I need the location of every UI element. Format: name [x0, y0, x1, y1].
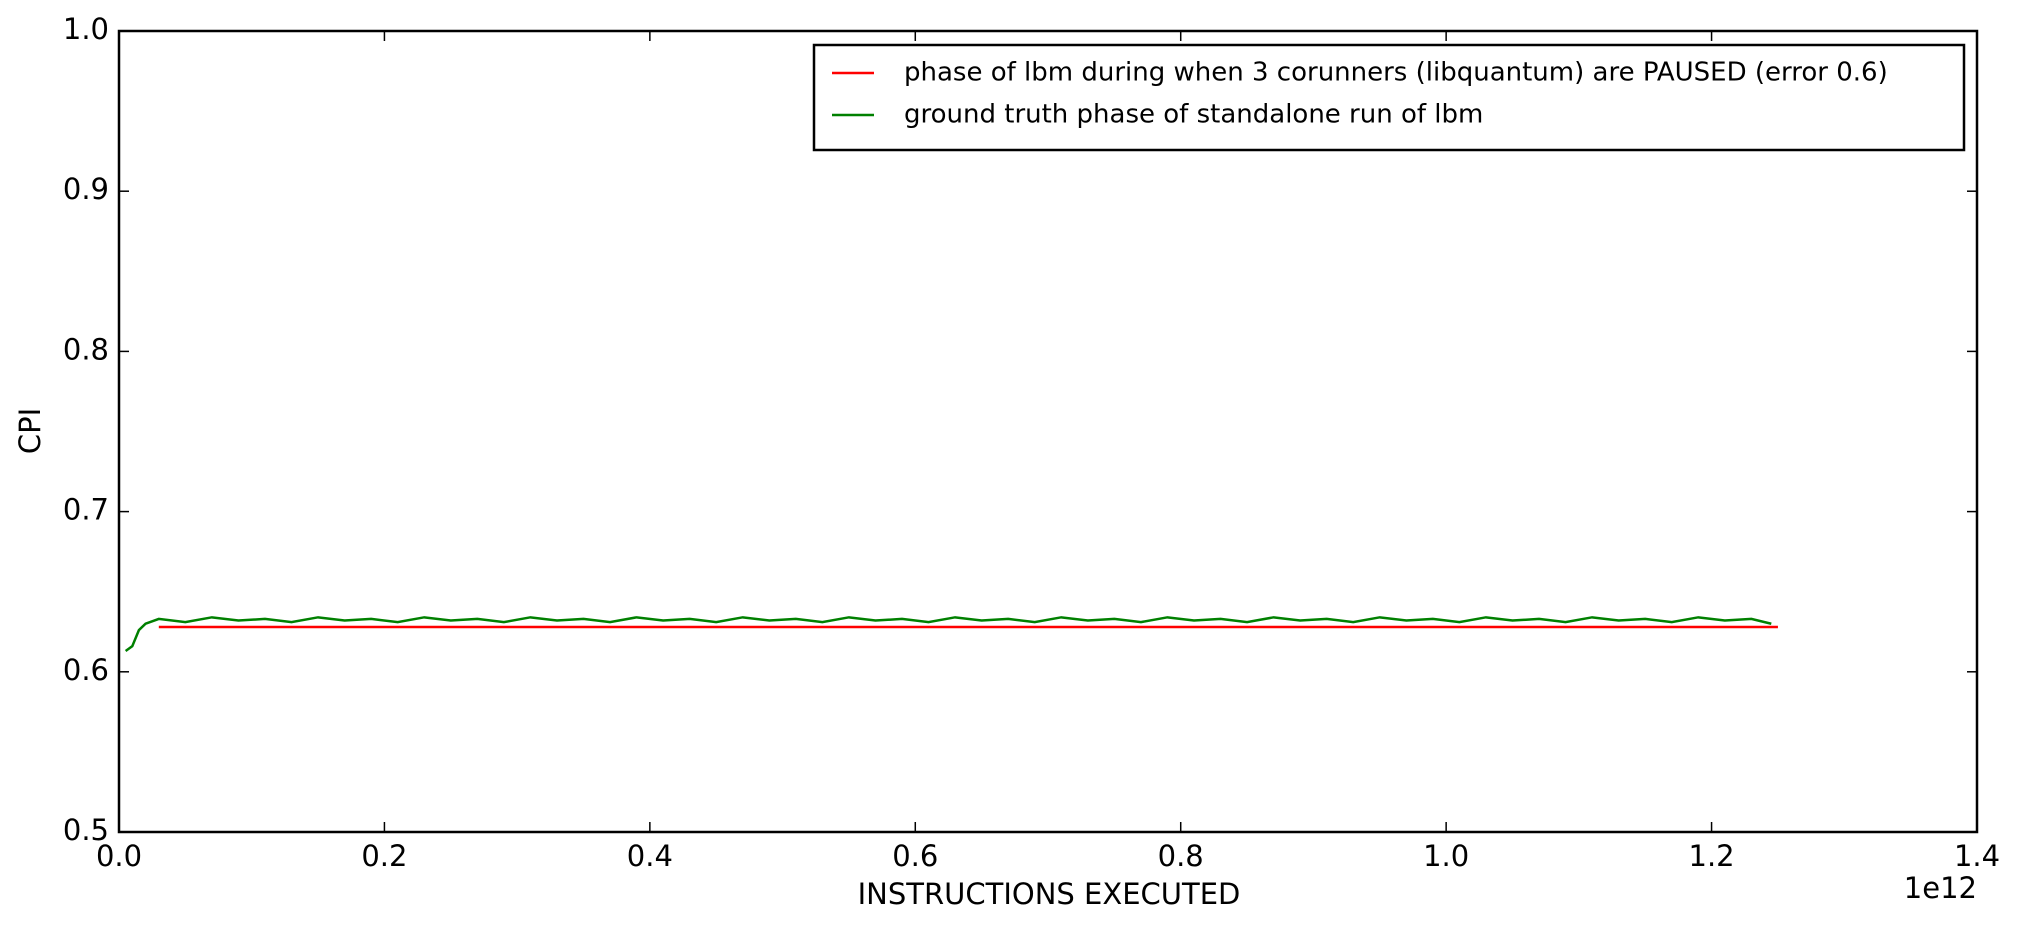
- y-tick-label: 0.5: [63, 813, 109, 847]
- x-tick-label: 0.0: [96, 839, 142, 873]
- x-axis-label: INSTRUCTIONS EXECUTED: [858, 877, 1241, 911]
- y-tick-label: 0.9: [63, 172, 109, 206]
- legend-label: phase of lbm during when 3 corunners (li…: [904, 58, 1888, 88]
- x-tick-label: 1.2: [1689, 839, 1735, 873]
- legend-box: [812, 43, 1966, 152]
- y-tick-label: 0.8: [63, 332, 109, 366]
- y-tick-label: 0.6: [63, 653, 109, 687]
- legend-label: ground truth phase of standalone run of …: [904, 100, 1483, 130]
- x-tick-label: 1.4: [1954, 839, 2000, 873]
- x-tick-label: 0.8: [1158, 839, 1204, 873]
- data-line: [124, 616, 1772, 652]
- x-tick-label: 1.0: [1423, 839, 1469, 873]
- x-tick-label: 0.2: [361, 839, 407, 873]
- plot-frame: [117, 29, 1979, 834]
- x-tick-label: 0.6: [892, 839, 938, 873]
- x-tick-label: 0.4: [627, 839, 673, 873]
- x-offset-label: 1e12: [1904, 871, 1977, 905]
- y-tick-label: 0.7: [63, 493, 109, 527]
- y-axis-label: CPI: [13, 408, 47, 454]
- y-tick-label: 1.0: [63, 12, 109, 46]
